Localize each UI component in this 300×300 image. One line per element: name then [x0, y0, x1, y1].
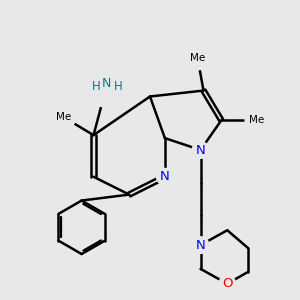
Text: N: N — [102, 76, 112, 90]
Circle shape — [192, 237, 209, 254]
Circle shape — [157, 168, 173, 185]
Text: N: N — [160, 170, 170, 183]
Text: Me: Me — [56, 112, 71, 122]
Text: N: N — [196, 143, 206, 157]
Text: H: H — [92, 80, 100, 93]
Circle shape — [192, 142, 209, 158]
Text: N: N — [196, 238, 206, 252]
Text: O: O — [222, 277, 232, 290]
Circle shape — [52, 105, 76, 129]
Circle shape — [219, 275, 236, 292]
Circle shape — [245, 108, 269, 132]
Text: Me: Me — [190, 53, 205, 63]
Circle shape — [89, 74, 122, 107]
Text: H: H — [113, 80, 122, 93]
Text: Me: Me — [249, 115, 265, 125]
Circle shape — [186, 46, 209, 70]
